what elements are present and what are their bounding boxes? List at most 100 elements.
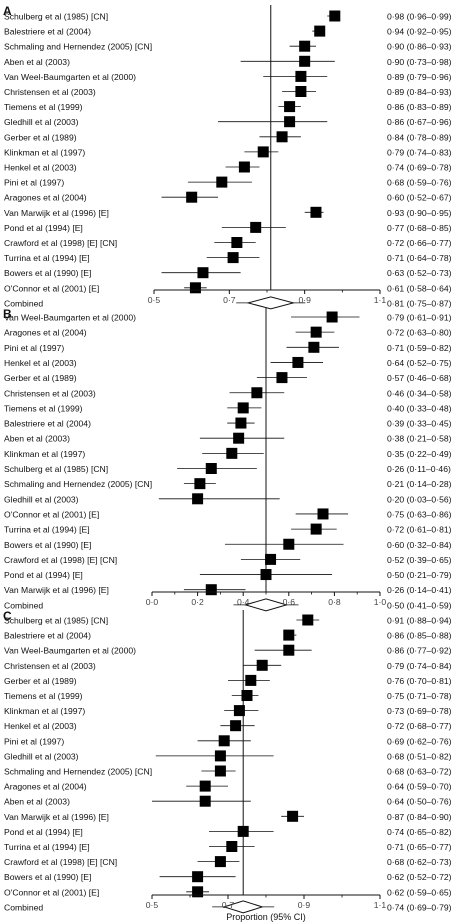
point-estimate <box>329 10 341 22</box>
estimate-ci-text: 0·74 (0·69–0·78) <box>387 163 452 173</box>
study-label: Schmaling and Hernendez (2005) [CN] <box>4 767 152 777</box>
x-tick-label: 0·9 <box>298 900 311 910</box>
estimate-ci-text: 0·73 (0·69–0·78) <box>387 706 452 716</box>
combined-label: Combined <box>4 600 43 610</box>
combined-diamond <box>243 598 289 612</box>
study-label: Henkel et al (2003) <box>4 721 77 731</box>
estimate-ci-text: 0·26 (0·14–0·41) <box>387 585 452 595</box>
point-estimate <box>214 750 226 762</box>
estimate-ci-text: 0·79 (0·61–0·91) <box>387 313 452 323</box>
study-label: Aben et al (2003) <box>4 797 70 807</box>
point-estimate <box>214 856 226 868</box>
estimate-ci-text: 0·38 (0·21–0·58) <box>387 434 452 444</box>
estimate-ci-text: 0·46 (0·34–0·58) <box>387 388 452 398</box>
panel-label: B <box>3 307 12 321</box>
point-estimate <box>292 356 304 368</box>
estimate-ci-text: 0·90 (0·86–0·93) <box>387 42 452 52</box>
estimate-ci-text: 0·39 (0·33–0·45) <box>387 419 452 429</box>
estimate-ci-text: 0·63 (0·52–0·73) <box>387 268 452 278</box>
estimate-ci-text: 0·64 (0·50–0·76) <box>387 797 452 807</box>
point-estimate <box>205 463 217 474</box>
study-label: Van Marwijk et al (1996) [E] <box>4 812 109 822</box>
study-label: Bowers et al (1990) [E] <box>4 872 91 882</box>
estimate-ci-text: 0·60 (0·32–0·84) <box>387 540 452 550</box>
point-estimate <box>186 191 198 203</box>
point-estimate <box>233 432 245 444</box>
study-label: Balestriere et al (2004) <box>4 631 91 641</box>
study-label: Van Marwijk et al (1996) [E] <box>4 585 109 595</box>
estimate-ci-text: 0·74 (0·65–0·82) <box>387 827 452 837</box>
estimate-ci-text: 0·86 (0·67–0·96) <box>387 117 452 127</box>
x-tick-label: 0·4 <box>237 597 250 607</box>
point-estimate <box>302 614 314 626</box>
study-label: Schulberg et al (1985) [CN] <box>4 464 108 474</box>
study-label: Aben et al (2003) <box>4 57 70 67</box>
point-estimate <box>192 871 204 883</box>
estimate-ci-text: 0·60 (0·52–0·67) <box>387 193 452 203</box>
estimate-ci-text: 0·21 (0·14–0·28) <box>387 479 452 489</box>
study-label: Pond et al (1994) [E] <box>4 223 83 233</box>
estimate-ci-text: 0·89 (0·84–0·93) <box>387 87 452 97</box>
study-label: Turrina et al (1994) [E] <box>4 525 90 535</box>
study-label: Gledhill et al (2003) <box>4 751 79 761</box>
estimate-ci-text: 0·71 (0·59–0·82) <box>387 343 452 353</box>
estimate-ci-text: 0·57 (0·46–0·68) <box>387 373 452 383</box>
study-label: O'Connor et al (2001) [E] <box>4 509 99 519</box>
point-estimate <box>233 705 245 717</box>
point-estimate <box>237 402 249 414</box>
study-label: Crawford et al (1998) [E] [CN] <box>4 555 117 565</box>
point-estimate <box>299 40 311 52</box>
point-estimate <box>218 735 230 747</box>
x-tick-label: 0·7 <box>222 900 235 910</box>
combined-diamond <box>222 900 264 914</box>
study-label: Christensen et al (2003) <box>4 87 96 97</box>
study-label: Aragones et al (2004) <box>4 328 87 338</box>
study-label: Gerber et al (1989) <box>4 676 77 686</box>
point-estimate <box>245 674 257 686</box>
point-estimate <box>237 825 249 837</box>
estimate-ci-text: 0·75 (0·63–0·86) <box>387 509 452 519</box>
estimate-ci-text: 0·79 (0·74–0·83) <box>387 147 452 157</box>
estimate-ci-text: 0·61 (0·58–0·64) <box>387 283 452 293</box>
study-label: Crawford et al (1998) [E] [CN] <box>4 238 117 248</box>
estimate-ci-text: 0·20 (0·03–0·56) <box>387 494 452 504</box>
estimate-ci-text: 0·84 (0·78–0·89) <box>387 132 452 142</box>
panel-label: A <box>3 4 12 18</box>
point-estimate <box>283 644 295 656</box>
x-tick-label: 0·2 <box>191 597 204 607</box>
estimate-ci-text: 0·75 (0·71–0·78) <box>387 691 452 701</box>
point-estimate <box>199 780 211 792</box>
x-tick-label: 0·6 <box>283 597 296 607</box>
study-label: Aragones et al (2004) <box>4 193 87 203</box>
combined-estimate-text: 0·50 (0·41–0·59) <box>387 600 452 610</box>
point-estimate <box>230 720 242 732</box>
estimate-ci-text: 0·90 (0·73–0·98) <box>387 57 452 67</box>
x-tick-label: 0·5 <box>146 900 159 910</box>
study-label: Henkel et al (2003) <box>4 163 77 173</box>
point-estimate <box>265 553 277 565</box>
study-label: Pini et al (1997) <box>4 736 64 746</box>
study-label: Schmaling and Hernendez (2005) [CN] <box>4 479 152 489</box>
combined-estimate-text: 0·74 (0·69–0·79) <box>387 902 452 912</box>
estimate-ci-text: 0·71 (0·65–0·77) <box>387 842 452 852</box>
combined-estimate-text: 0·81 (0·75–0·87) <box>387 298 452 308</box>
combined-diamond <box>246 296 296 310</box>
estimate-ci-text: 0·68 (0·63–0·72) <box>387 767 452 777</box>
point-estimate <box>231 237 243 248</box>
estimate-ci-text: 0·26 (0·11–0·46) <box>387 464 451 474</box>
point-estimate <box>199 795 211 807</box>
point-estimate <box>189 282 201 294</box>
estimate-ci-text: 0·69 (0·62–0·76) <box>387 736 452 746</box>
point-estimate <box>284 116 296 128</box>
study-label: Pond et al (1994) [E] <box>4 570 83 580</box>
point-estimate <box>214 765 226 777</box>
study-label: Gerber et al (1989) <box>4 373 77 383</box>
study-label: Schmaling and Hernendez (2005) [CN] <box>4 42 152 52</box>
estimate-ci-text: 0·68 (0·62–0·73) <box>387 857 452 867</box>
point-estimate <box>326 311 338 323</box>
point-estimate <box>310 206 322 218</box>
x-tick-label: 0·7 <box>223 295 236 305</box>
point-estimate <box>226 841 238 852</box>
x-tick-label: 0·0 <box>146 597 159 607</box>
